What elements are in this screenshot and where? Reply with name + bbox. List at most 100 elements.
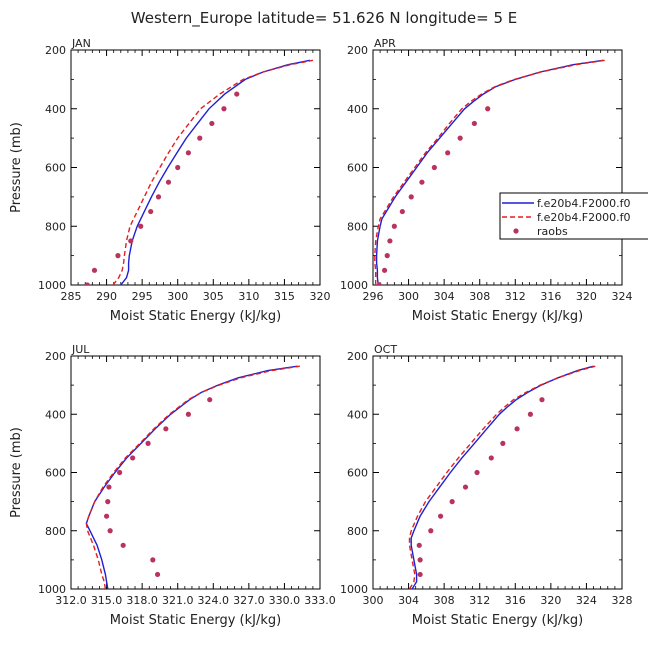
plot-frame — [70, 355, 321, 590]
x-tick-label: 300 — [363, 594, 384, 607]
raobs-point — [527, 411, 534, 417]
legend-label: f.e20b4.F2000.f0 — [537, 197, 631, 210]
x-axis-label: Moist Static Energy (kJ/kg) — [412, 309, 583, 324]
raobs-point — [103, 513, 110, 519]
raobs-point — [84, 282, 90, 285]
y-tick-label: 800 — [347, 220, 368, 233]
x-tick-label: 305 — [203, 290, 224, 303]
y-tick-label: 800 — [347, 525, 368, 538]
x-axis-label: Moist Static Energy (kJ/kg) — [110, 613, 281, 628]
y-tick-label: 1000 — [38, 583, 66, 596]
raobs-point — [416, 542, 422, 548]
x-tick-label: 310 — [238, 290, 259, 303]
series-line-dashed — [112, 59, 314, 285]
panel-jul: JUL 312.0 315.0 318.0 321.0 324.0 327.0 330.0 33… — [9, 343, 336, 628]
x-tick-label: 312 — [469, 594, 490, 607]
raobs-point — [419, 179, 425, 185]
x-tick-label: 295 — [132, 290, 153, 303]
x-tick-label: 304 — [398, 594, 419, 607]
y-axis-label: Pressure (mb) — [9, 122, 24, 213]
raobs-point — [384, 253, 390, 259]
x-tick-label: 316 — [505, 594, 526, 607]
raobs-point — [130, 455, 136, 461]
y-tick-label: 600 — [45, 467, 66, 480]
x-tick-label: 312.0 — [55, 594, 87, 607]
y-tick-label: 1000 — [340, 279, 368, 292]
y-tick-label: 400 — [347, 408, 368, 421]
y-tick-label: 200 — [45, 44, 66, 57]
panel-label: APR — [374, 37, 396, 50]
raobs-point — [175, 164, 181, 171]
panel-oct: OCT 300 304 308 312 316 320 324 328 200 400 600 800 1… — [340, 343, 633, 628]
x-tick-label: 324 — [612, 290, 633, 303]
x-tick-label: 300 — [398, 290, 419, 303]
series-line-solid — [85, 365, 298, 589]
raobs-point — [445, 150, 451, 156]
series-group — [374, 59, 606, 285]
raobs-point — [391, 223, 397, 229]
plot-frame — [70, 49, 321, 286]
raobs-point — [148, 208, 154, 215]
x-tick-label: 327.0 — [233, 594, 265, 607]
raobs-point — [209, 120, 215, 127]
raobs-point — [376, 282, 382, 285]
raobs-point — [488, 455, 494, 461]
raobs-point — [437, 513, 444, 519]
raobs-point — [399, 208, 405, 215]
raobs-point — [428, 528, 434, 534]
raobs-point — [514, 426, 520, 432]
raobs-point — [221, 106, 227, 112]
raobs-point — [165, 179, 172, 185]
raobs-point — [91, 267, 98, 273]
raobs-point — [431, 164, 437, 171]
series-line-dashed — [408, 365, 596, 589]
x-axis-label: Moist Static Energy (kJ/kg) — [110, 309, 281, 324]
raobs-point — [150, 557, 156, 563]
y-tick-label: 600 — [347, 467, 368, 480]
raobs-point — [154, 571, 161, 578]
raobs-point — [185, 150, 191, 156]
y-tick-label: 800 — [45, 220, 66, 233]
raobs-point — [457, 135, 463, 141]
x-axis-label: Moist Static Energy (kJ/kg) — [412, 613, 583, 628]
raobs-point — [387, 238, 393, 244]
x-tick-label: 285 — [61, 290, 82, 303]
raobs-point — [128, 238, 134, 244]
legend-label: raobs — [537, 225, 568, 238]
x-tick-label: 318.0 — [126, 594, 158, 607]
y-tick-label: 800 — [45, 525, 66, 538]
series-line-solid — [120, 59, 311, 285]
raobs-point — [107, 528, 113, 534]
series-group — [84, 59, 314, 285]
series-group — [85, 365, 300, 589]
y-tick-label: 200 — [45, 350, 66, 363]
y-tick-label: 600 — [347, 162, 368, 175]
x-tick-label: 315.0 — [91, 594, 123, 607]
x-tick-label: 304 — [434, 290, 455, 303]
raobs-point — [120, 542, 126, 548]
y-tick-label: 400 — [45, 408, 66, 421]
x-tick-label: 330.0 — [269, 594, 301, 607]
raobs-point — [207, 397, 213, 403]
x-tick-label: 308 — [434, 594, 455, 607]
raobs-point — [163, 426, 169, 432]
x-tick-label: 290 — [96, 290, 117, 303]
panel-apr: APR 296 300 304 308 312 316 320 324 200 400 600 800 1… — [340, 37, 633, 324]
raobs-point — [500, 440, 506, 446]
y-tick-label: 200 — [347, 44, 368, 57]
raobs-point — [197, 135, 203, 141]
raobs-point — [138, 223, 144, 229]
x-tick-label: 308 — [469, 290, 490, 303]
x-tick-label: 315 — [274, 290, 295, 303]
raobs-point — [117, 469, 123, 476]
raobs-point — [539, 397, 545, 403]
x-tick-label: 312 — [505, 290, 526, 303]
series-line-dashed — [85, 365, 300, 589]
legend-label: f.e20b4.F2000.f0 — [537, 211, 631, 224]
raobs-point — [417, 557, 423, 563]
raobs-point — [471, 120, 477, 127]
x-tick-label: 316 — [540, 290, 561, 303]
x-tick-label: 320 — [540, 594, 561, 607]
